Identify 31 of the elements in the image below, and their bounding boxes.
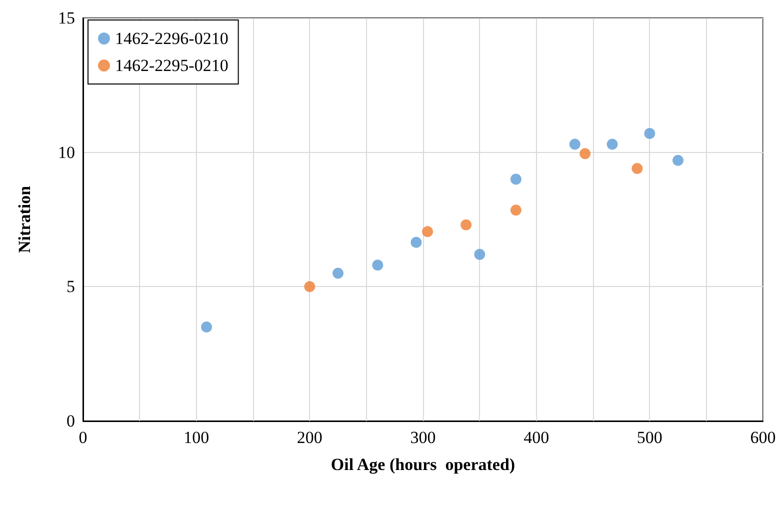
x-axis-title: Oil Age (hours operated) [330, 455, 516, 474]
point [410, 236, 422, 248]
x-tick-label: 400 [524, 428, 550, 447]
point [304, 281, 316, 292]
x-tick-label: 100 [184, 428, 210, 447]
point [460, 219, 472, 230]
point [474, 248, 486, 260]
point [510, 174, 522, 185]
y-tick-label: 0 [66, 412, 75, 430]
y-axis-title: Nitration [15, 185, 34, 254]
x-tick-label: 300 [410, 428, 436, 447]
point [332, 268, 344, 279]
point [569, 138, 580, 150]
legend-label: 1462-2296-0210 [115, 29, 228, 48]
x-tick-label: 500 [636, 428, 662, 447]
y-tick-label: 15 [58, 8, 75, 28]
point [632, 162, 643, 174]
point [606, 138, 618, 150]
point [372, 260, 384, 271]
point [644, 128, 656, 140]
x-tick-label: 0 [78, 428, 88, 447]
point [201, 321, 212, 332]
point [580, 148, 591, 160]
y-tick-label: 10 [58, 142, 75, 162]
x-tick-label: 600 [750, 428, 776, 447]
point [422, 226, 434, 238]
legend-label: 1462-2295-0210 [115, 56, 228, 75]
x-tick-label: 200 [296, 428, 322, 447]
y-tick-label: 5 [66, 277, 75, 296]
point [672, 154, 684, 166]
point [510, 204, 522, 216]
